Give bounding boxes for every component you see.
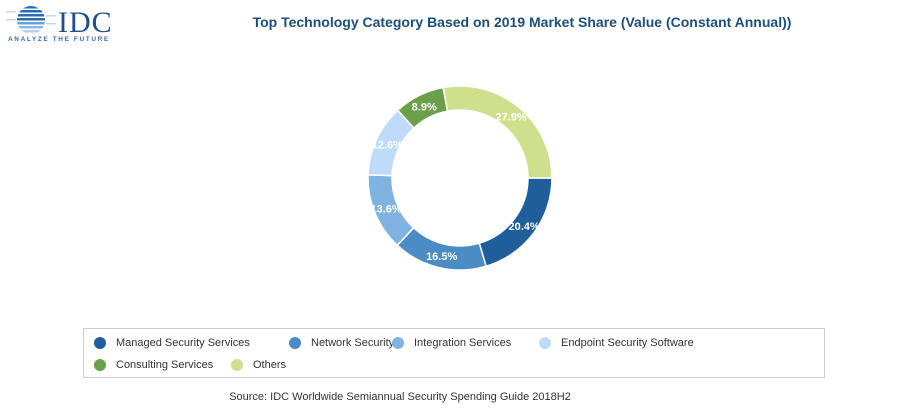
legend-label: Consulting Services: [116, 359, 214, 371]
legend-dot-icon: [94, 337, 106, 349]
donut-chart: 20.4% 16.5% 13.6% 12.6% 8.9% 27.9%: [367, 85, 553, 271]
slice-network-security[interactable]: [396, 226, 488, 271]
legend: Managed Security Services Network Securit…: [83, 328, 825, 378]
legend-item[interactable]: Endpoint Security Software: [539, 337, 694, 349]
legend-label: Managed Security Services: [116, 337, 250, 349]
globe-logo-icon: [6, 6, 56, 33]
legend-dot-icon: [539, 337, 551, 349]
legend-dot-icon: [289, 337, 301, 349]
legend-label: Network Security: [311, 337, 395, 349]
logo-tagline: ANALYZE THE FUTURE: [8, 36, 110, 43]
legend-dot-icon: [392, 337, 404, 349]
data-label: 12.6%: [372, 140, 403, 152]
idc-logo: IDC ANALYZE THE FUTURE: [6, 4, 116, 44]
legend-label: Integration Services: [414, 337, 512, 349]
data-label: 27.9%: [496, 111, 527, 123]
legend-label: Endpoint Security Software: [561, 337, 694, 349]
legend-item[interactable]: Consulting Services: [94, 359, 213, 371]
legend-label: Others: [253, 359, 287, 371]
data-label: 16.5%: [426, 251, 457, 263]
legend-dot-icon: [231, 359, 243, 371]
legend-item[interactable]: Managed Security Services: [94, 337, 250, 349]
logo-text: IDC: [58, 6, 113, 39]
legend-item[interactable]: Network Security: [289, 337, 394, 349]
legend-item[interactable]: Integration Services: [392, 337, 511, 349]
chart-title: Top Technology Category Based on 2019 Ma…: [252, 14, 792, 30]
source-note: Source: IDC Worldwide Semiannual Securit…: [229, 391, 571, 403]
data-label: 13.6%: [371, 204, 402, 216]
data-label: 20.4%: [508, 221, 539, 233]
legend-dot-icon: [94, 359, 106, 371]
data-label: 8.9%: [412, 101, 437, 113]
legend-item[interactable]: Others: [231, 359, 286, 371]
slice-others[interactable]: [442, 85, 553, 179]
